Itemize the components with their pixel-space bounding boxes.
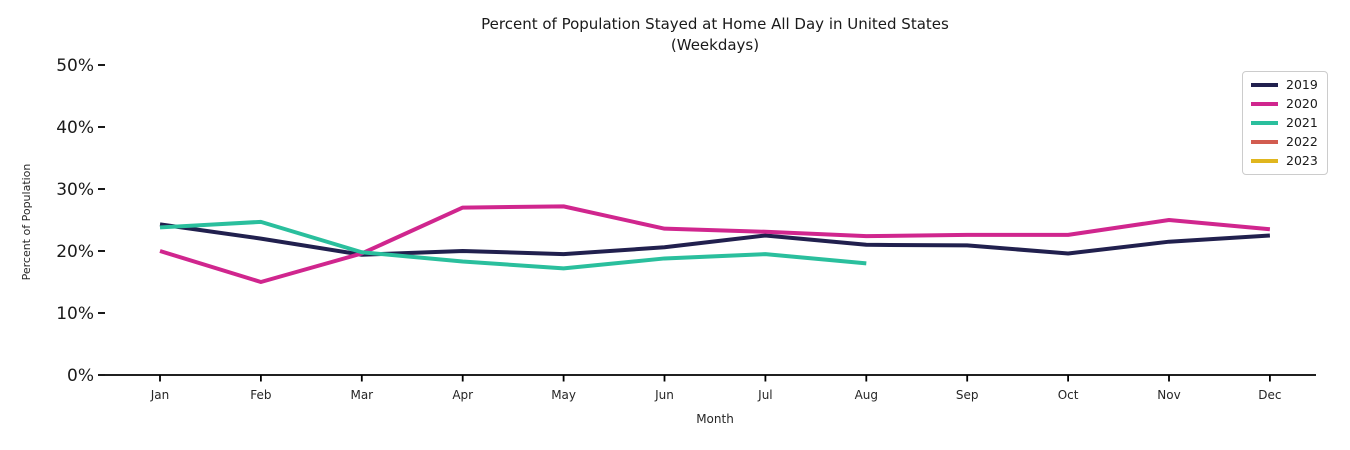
legend-swatch-2019 <box>1251 83 1278 87</box>
legend-swatch-2021 <box>1251 121 1278 125</box>
legend-swatch-2020 <box>1251 102 1278 106</box>
x-tick-label: Mar <box>350 388 373 402</box>
legend-item-2021: 2021 <box>1251 116 1318 130</box>
series-line-2021 <box>159 219 867 271</box>
y-axis-label: Percent of Population <box>20 164 33 281</box>
y-tick-label: 50% <box>56 56 94 76</box>
x-tick-label: Jun <box>654 388 674 402</box>
x-tick-label: May <box>551 388 576 402</box>
legend-item-2019: 2019 <box>1251 78 1318 92</box>
x-tick-label: Feb <box>250 388 271 402</box>
legend-item-2022: 2022 <box>1251 135 1318 149</box>
series-line-2019 <box>159 222 1271 257</box>
legend-label: 2022 <box>1286 134 1318 149</box>
x-tick-label: Sep <box>956 388 979 402</box>
chart-title-line2: (Weekdays) <box>670 36 760 54</box>
legend-item-2020: 2020 <box>1251 97 1318 111</box>
y-tick-label: 40% <box>56 118 94 138</box>
legend-item-2023: 2023 <box>1251 154 1318 168</box>
legend-swatch-2023 <box>1251 159 1278 163</box>
x-axis-label: Month <box>696 412 734 426</box>
chart-title: Percent of Population Stayed at Home All… <box>80 14 1350 56</box>
y-tick-label: 10% <box>56 304 94 324</box>
y-tick-label: 20% <box>56 242 94 262</box>
x-tick-label: Aug <box>855 388 878 402</box>
legend: 2019 2020 2021 2022 2023 <box>1242 71 1328 175</box>
x-tick-label: Jan <box>150 388 170 402</box>
legend-label: 2021 <box>1286 115 1318 130</box>
axes-layer: 0% 10% 20% 30% 40% 50% Jan Feb Mar Apr May Jun Jul Au… <box>56 56 1316 402</box>
series-lines-layer <box>159 204 1271 284</box>
legend-swatch-2022 <box>1251 140 1278 144</box>
y-tick-label: 0% <box>67 366 94 386</box>
y-tick-label: 30% <box>56 180 94 200</box>
x-tick-label: Dec <box>1258 388 1281 402</box>
chart-title-line1: Percent of Population Stayed at Home All… <box>481 15 949 33</box>
x-tick-label: Jul <box>757 388 772 402</box>
legend-label: 2020 <box>1286 96 1318 111</box>
x-tick-label: Nov <box>1157 388 1180 402</box>
legend-label: 2019 <box>1286 77 1318 92</box>
x-tick-label: Oct <box>1058 388 1079 402</box>
legend-label: 2023 <box>1286 153 1318 168</box>
series-line-2020 <box>159 204 1271 284</box>
x-tick-label: Apr <box>452 388 473 402</box>
